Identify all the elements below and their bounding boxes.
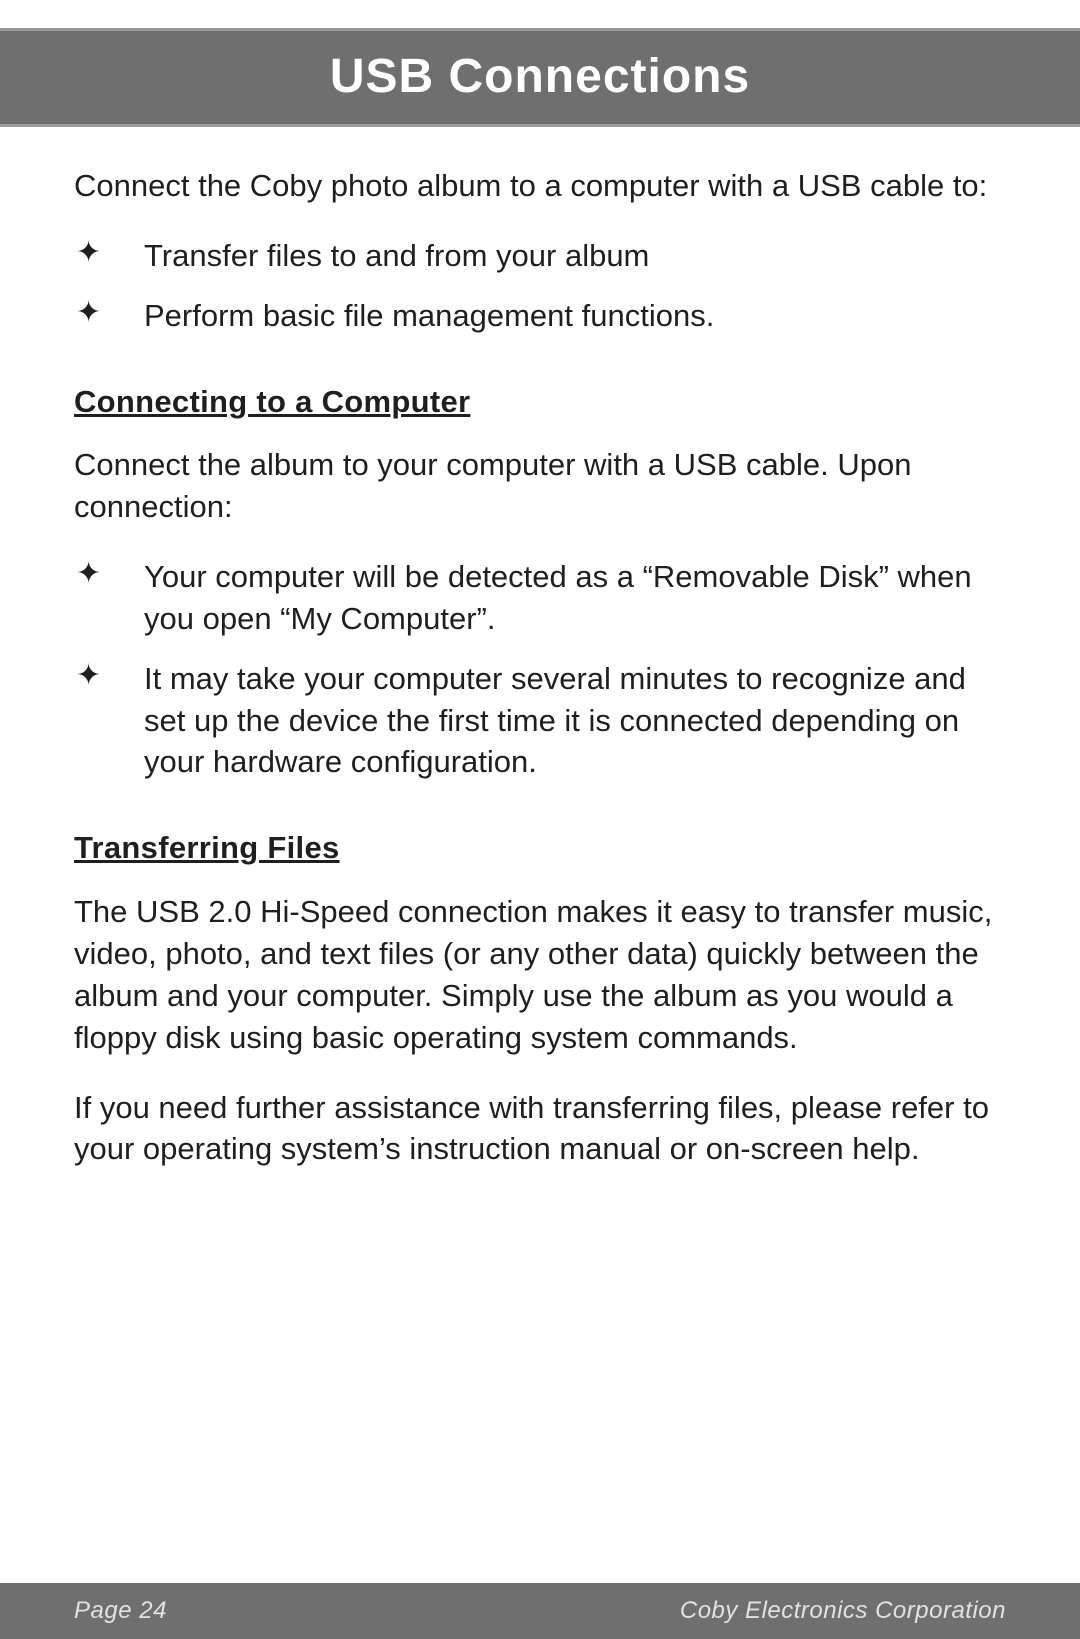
- footer-company: Coby Electronics Corporation: [680, 1597, 1006, 1625]
- bullet-star-icon: ✦: [76, 238, 101, 268]
- section-heading-connecting: Connecting to a Computer: [74, 381, 1006, 423]
- section1-bullet-list: ✦ Your computer will be detected as a “R…: [74, 556, 1006, 783]
- page-title: USB Connections: [330, 50, 750, 103]
- list-item: ✦ Perform basic file management function…: [74, 295, 1006, 337]
- bullet-star-icon: ✦: [76, 559, 101, 589]
- list-item: ✦ Transfer files to and from your album: [74, 235, 1006, 277]
- list-item: ✦ Your computer will be detected as a “R…: [74, 556, 1006, 640]
- list-item-text: Perform basic file management functions.: [144, 298, 714, 333]
- page-footer-bar: Page 24 Coby Electronics Corporation: [0, 1583, 1080, 1639]
- section1-paragraph: Connect the album to your computer with …: [74, 444, 1006, 528]
- page-content: Connect the Coby photo album to a comput…: [0, 127, 1080, 1583]
- section2-paragraph-2: If you need further assistance with tran…: [74, 1087, 1006, 1171]
- section-heading-transferring: Transferring Files: [74, 827, 1006, 869]
- page-header-bar: USB Connections: [0, 28, 1080, 127]
- footer-page-number: Page 24: [74, 1597, 167, 1625]
- list-item: ✦ It may take your computer several minu…: [74, 658, 1006, 784]
- intro-bullet-list: ✦ Transfer files to and from your album …: [74, 235, 1006, 337]
- list-item-text: It may take your computer several minute…: [144, 661, 966, 780]
- intro-paragraph: Connect the Coby photo album to a comput…: [74, 165, 1006, 207]
- section2-paragraph-1: The USB 2.0 Hi-Speed connection makes it…: [74, 891, 1006, 1058]
- list-item-text: Transfer files to and from your album: [144, 238, 649, 273]
- document-page: USB Connections Connect the Coby photo a…: [0, 0, 1080, 1639]
- list-item-text: Your computer will be detected as a “Rem…: [144, 559, 972, 636]
- bullet-star-icon: ✦: [76, 298, 101, 328]
- bullet-star-icon: ✦: [76, 661, 101, 691]
